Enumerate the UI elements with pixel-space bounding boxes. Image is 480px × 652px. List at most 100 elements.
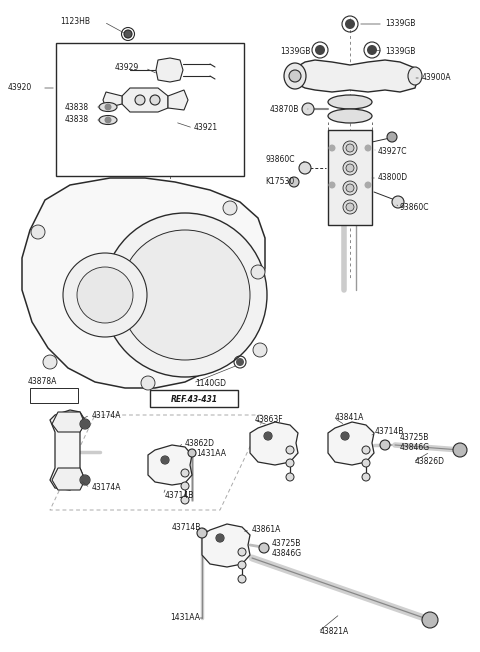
Text: 43838: 43838 <box>65 102 89 111</box>
Circle shape <box>286 459 294 467</box>
Ellipse shape <box>99 115 117 125</box>
Text: 43714B: 43714B <box>165 490 194 499</box>
Text: 43870B: 43870B <box>270 104 300 113</box>
Text: 1123HB: 1123HB <box>60 18 90 27</box>
Text: 43878A: 43878A <box>28 378 58 387</box>
Text: 43863F: 43863F <box>255 415 284 424</box>
Text: 43920: 43920 <box>8 83 32 93</box>
Text: 43714B: 43714B <box>375 428 404 436</box>
Circle shape <box>367 45 377 55</box>
Bar <box>328 130 372 225</box>
Circle shape <box>364 145 372 151</box>
Circle shape <box>141 376 155 390</box>
Circle shape <box>346 184 354 192</box>
Text: 43800D: 43800D <box>378 173 408 183</box>
Circle shape <box>346 164 354 172</box>
Circle shape <box>346 144 354 152</box>
Circle shape <box>31 225 45 239</box>
Circle shape <box>422 612 438 628</box>
Text: 43714B: 43714B <box>172 522 202 531</box>
Text: 1339GB: 1339GB <box>385 46 415 55</box>
Text: 43846G: 43846G <box>272 548 302 557</box>
Circle shape <box>315 45 325 55</box>
Polygon shape <box>156 58 183 82</box>
Text: 93860C: 93860C <box>400 203 430 213</box>
Text: 1140GD: 1140GD <box>195 379 226 387</box>
Circle shape <box>343 161 357 175</box>
Circle shape <box>341 432 349 440</box>
Text: 43846G: 43846G <box>400 443 430 452</box>
Circle shape <box>289 70 301 82</box>
Circle shape <box>251 265 265 279</box>
Circle shape <box>63 253 147 337</box>
Text: 1431AA: 1431AA <box>196 449 226 458</box>
Circle shape <box>328 181 336 188</box>
Circle shape <box>80 475 90 485</box>
Text: 43725B: 43725B <box>272 539 301 548</box>
Circle shape <box>345 19 355 29</box>
Bar <box>60 430 76 472</box>
Circle shape <box>188 449 196 457</box>
Circle shape <box>289 177 299 187</box>
Ellipse shape <box>284 63 306 89</box>
Polygon shape <box>328 422 374 465</box>
Polygon shape <box>22 178 265 388</box>
Circle shape <box>77 267 133 323</box>
Circle shape <box>328 145 336 151</box>
Circle shape <box>380 440 390 450</box>
Circle shape <box>343 141 357 155</box>
Ellipse shape <box>328 109 372 123</box>
Circle shape <box>135 95 145 105</box>
Circle shape <box>181 482 189 490</box>
Text: REF.43-431: REF.43-431 <box>170 394 217 404</box>
Circle shape <box>120 230 250 360</box>
Text: 1431AA: 1431AA <box>170 614 200 623</box>
Circle shape <box>105 117 111 123</box>
Circle shape <box>238 575 246 583</box>
Circle shape <box>453 443 467 457</box>
Text: 43862D: 43862D <box>185 439 215 447</box>
Text: 43826D: 43826D <box>415 458 445 466</box>
Text: 93860C: 93860C <box>265 155 295 164</box>
Ellipse shape <box>408 67 422 85</box>
Circle shape <box>80 419 90 429</box>
Polygon shape <box>52 412 85 432</box>
Circle shape <box>181 496 189 504</box>
Text: 43861A: 43861A <box>252 526 281 535</box>
Circle shape <box>343 200 357 214</box>
Text: 43821A: 43821A <box>320 627 349 636</box>
Text: 43841A: 43841A <box>335 413 364 422</box>
Circle shape <box>362 446 370 454</box>
Circle shape <box>216 534 224 542</box>
Circle shape <box>259 543 269 553</box>
Circle shape <box>392 196 404 208</box>
Circle shape <box>286 473 294 481</box>
Polygon shape <box>50 410 85 490</box>
Circle shape <box>223 201 237 215</box>
Text: 43927C: 43927C <box>378 147 408 156</box>
Circle shape <box>362 459 370 467</box>
Polygon shape <box>103 92 122 108</box>
Circle shape <box>387 132 397 142</box>
Bar <box>30 388 78 403</box>
Text: 43174A: 43174A <box>92 411 121 419</box>
Text: 43838: 43838 <box>65 115 89 125</box>
Text: 1339GB: 1339GB <box>385 20 415 29</box>
Text: K17530: K17530 <box>265 177 294 186</box>
Circle shape <box>103 213 267 377</box>
Ellipse shape <box>99 102 117 111</box>
Circle shape <box>238 561 246 569</box>
Bar <box>150 390 238 407</box>
Circle shape <box>236 358 244 366</box>
Circle shape <box>264 432 272 440</box>
Circle shape <box>253 343 267 357</box>
Circle shape <box>362 473 370 481</box>
Circle shape <box>181 469 189 477</box>
Polygon shape <box>292 60 418 92</box>
Circle shape <box>286 446 294 454</box>
Polygon shape <box>122 88 168 112</box>
Polygon shape <box>202 524 250 567</box>
Circle shape <box>150 95 160 105</box>
Circle shape <box>238 548 246 556</box>
Circle shape <box>197 528 207 538</box>
